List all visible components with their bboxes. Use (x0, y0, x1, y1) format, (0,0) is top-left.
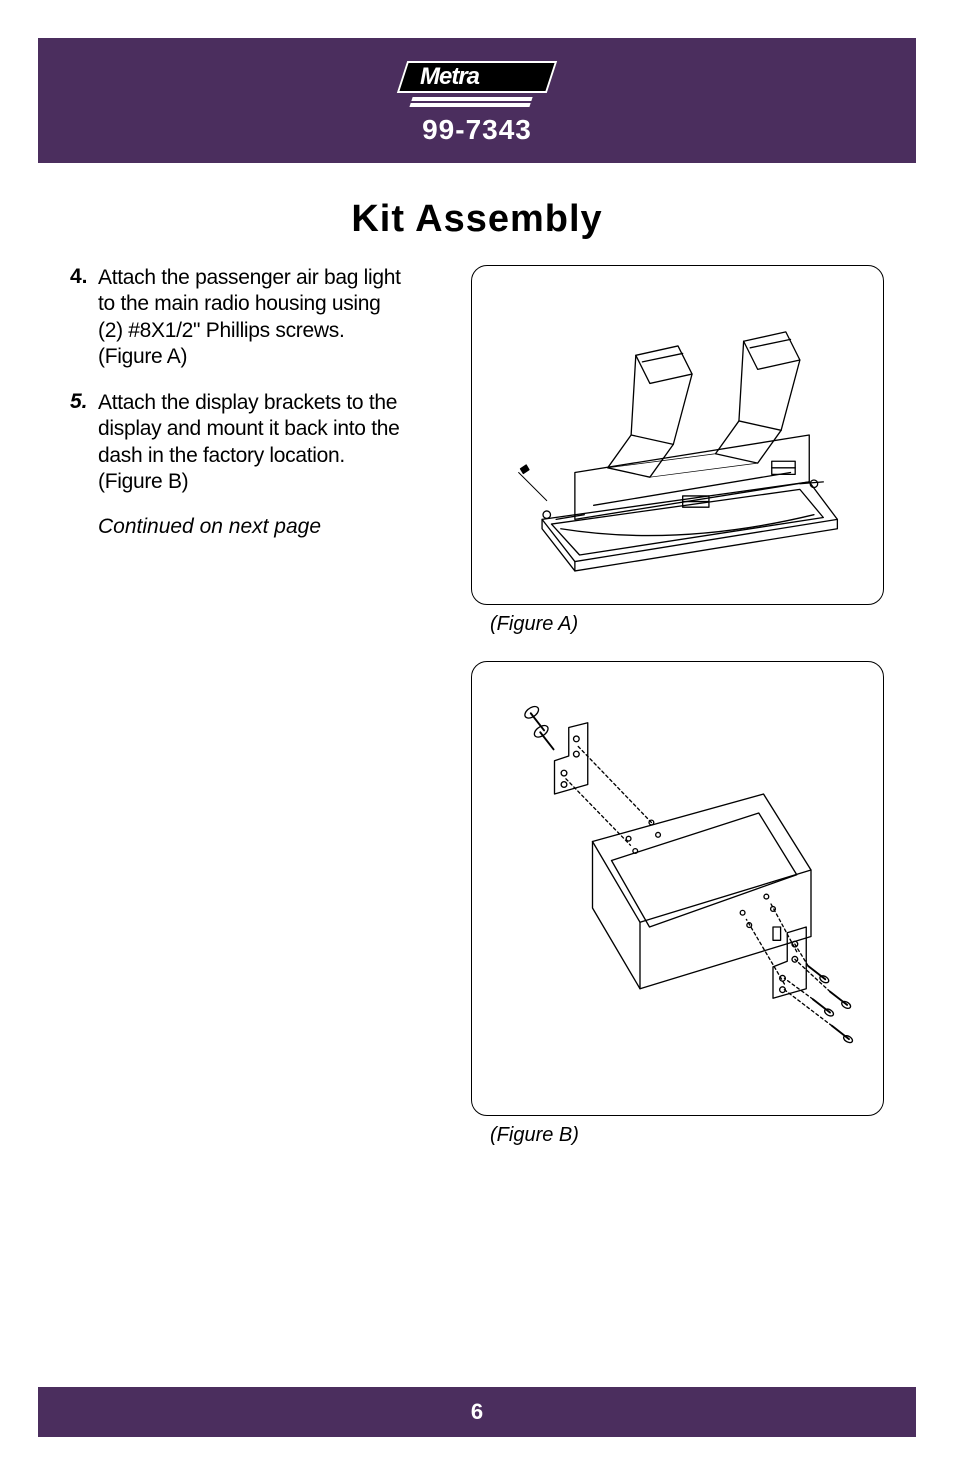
figure-a-drawing (488, 285, 868, 585)
step-number: 5. (70, 390, 98, 495)
continued-note: Continued on next page (98, 515, 405, 539)
step-text: Attach the display brackets to the displ… (98, 390, 405, 495)
figure-b-drawing (488, 679, 868, 1099)
figure-a-caption: (Figure A) (490, 613, 884, 636)
document-footer: 6 (38, 1387, 916, 1437)
step-5: 5. Attach the display brackets to the di… (70, 390, 405, 495)
step-text: Attach the passenger air bag light to th… (98, 265, 405, 370)
figures-column: (Figure A) (435, 265, 884, 1172)
step-4: 4. Attach the passenger air bag light to… (70, 265, 405, 370)
part-number: 99-7343 (422, 114, 532, 146)
document-header: Metra 99-7343 (38, 38, 916, 163)
instructions-column: 4. Attach the passenger air bag light to… (70, 265, 405, 1172)
page-title: Kit Assembly (0, 198, 954, 241)
page-number: 6 (471, 1399, 483, 1425)
step-number: 4. (70, 265, 98, 370)
figure-a-box (471, 265, 884, 605)
figure-b-caption: (Figure B) (490, 1124, 884, 1147)
figure-b-box (471, 661, 884, 1116)
metra-logo-mark: Metra (402, 55, 552, 110)
brand-logo: Metra 99-7343 (402, 55, 552, 146)
content-area: 4. Attach the passenger air bag light to… (70, 265, 884, 1405)
brand-name: Metra (420, 63, 479, 91)
